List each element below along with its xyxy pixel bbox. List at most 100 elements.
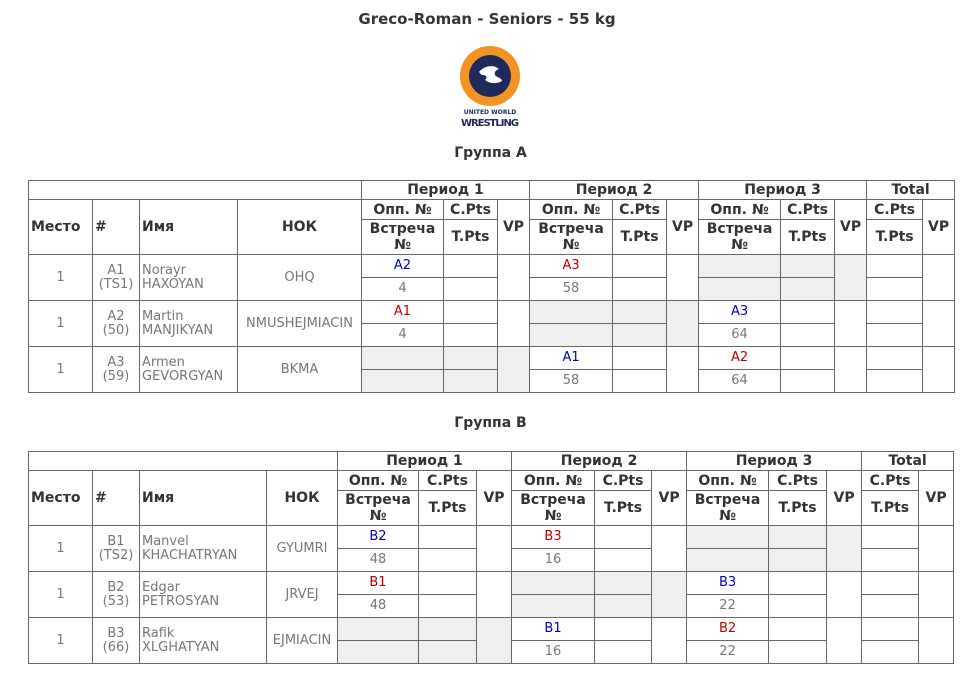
vp-cell — [475, 525, 513, 572]
empty-cell — [768, 548, 828, 572]
fighter-number: B2 — [107, 579, 125, 595]
cpts-cell — [612, 254, 668, 278]
header-total-vp: VP — [922, 199, 956, 255]
tpts-cell — [594, 640, 653, 664]
header-cpts: C.Pts — [768, 470, 828, 491]
empty-cell — [511, 594, 596, 618]
nok-cell: EJMIACIN — [266, 617, 338, 664]
header-row-3: Встреча № T.Pts Встреча № T.Pts Встреча № T.P… — [29, 219, 955, 255]
nok-cell: GYUMRI — [266, 525, 338, 572]
header-vp: VP — [834, 199, 868, 255]
first-name: Edgar — [142, 579, 181, 595]
tpts-cell — [768, 594, 828, 618]
tpts-cell — [612, 369, 668, 393]
header-total-cpts: C.Pts — [861, 470, 920, 491]
total-tpts-cell — [861, 594, 920, 618]
header-tpts: T.Pts — [780, 219, 836, 255]
opponent-number: A1 — [529, 346, 614, 370]
header-total: Total — [866, 180, 956, 200]
fighter-seed: (59) — [102, 368, 130, 384]
empty-cell — [529, 323, 614, 347]
cpts-cell — [418, 571, 477, 595]
first-name: Armen — [142, 354, 185, 370]
bout-number: 58 — [529, 369, 614, 393]
empty-cell — [337, 640, 419, 664]
first-name: Manvel — [142, 533, 189, 549]
table-row-sub: 4 64 — [29, 323, 955, 347]
tpts-cell — [780, 323, 836, 347]
vp-cell — [651, 525, 688, 572]
opponent-number: A3 — [698, 300, 782, 324]
header-opp: Опп. № — [511, 470, 596, 491]
last-name: MANJIKYAN — [142, 322, 214, 338]
header-period-1: Период 1 — [336, 451, 513, 471]
header-period-1: Период 1 — [360, 180, 531, 200]
vp-cell — [496, 300, 531, 347]
first-name: Rafik — [142, 625, 175, 641]
cpts-cell — [418, 525, 477, 549]
bout-number: 22 — [686, 640, 770, 664]
fighter-number: A1 — [107, 262, 125, 278]
number-cell: A1 (TS1) — [92, 254, 140, 301]
vp-cell — [666, 254, 700, 301]
header-bout: Встреча № — [686, 490, 770, 526]
nok-cell: BKMA — [237, 346, 362, 393]
total-vp-cell — [918, 571, 955, 618]
header-opp: Опп. № — [529, 199, 614, 220]
name-cell: Rafik XLGHATYAN — [139, 617, 267, 664]
tpts-cell — [768, 640, 828, 664]
total-tpts-cell — [866, 369, 924, 393]
uww-logo: UNITED WORLD WRESTLING — [460, 46, 520, 129]
total-vp-cell — [922, 300, 956, 347]
vp-cell — [826, 571, 863, 618]
total-vp-cell — [918, 525, 955, 572]
header-total-cpts: C.Pts — [866, 199, 924, 220]
number-cell: B2 (53) — [92, 571, 140, 618]
fighter-seed: (50) — [102, 322, 130, 338]
tpts-cell — [418, 594, 477, 618]
cpts-cell — [443, 300, 498, 324]
table-row-sub: 58 64 — [29, 369, 955, 393]
empty-cell — [443, 346, 498, 370]
opponent-number: B1 — [337, 571, 419, 595]
empty-vp-cell — [496, 346, 531, 393]
empty-cell — [594, 571, 653, 595]
name-cell: Armen GEVORGYAN — [139, 346, 238, 393]
header-bout: Встреча № — [361, 219, 444, 255]
nok-cell: OHQ — [237, 254, 362, 301]
first-name: Norayr — [142, 262, 187, 278]
place-cell: 1 — [28, 617, 93, 664]
header-nok: НОК — [266, 470, 338, 526]
opponent-number: A3 — [529, 254, 614, 278]
header-nok: НОК — [237, 199, 362, 255]
vp-cell — [651, 617, 688, 664]
total-cpts-cell — [866, 254, 924, 278]
header-opp: Опп. № — [361, 199, 444, 220]
header-name: Имя — [139, 470, 267, 526]
header-place: Место — [28, 470, 93, 526]
opponent-number: A1 — [361, 300, 444, 324]
fighter-number: A3 — [107, 354, 125, 370]
header-blank — [28, 180, 362, 200]
cpts-cell — [443, 254, 498, 278]
place-cell: 1 — [28, 525, 93, 572]
empty-vp-cell — [475, 617, 513, 664]
opponent-number: B2 — [337, 525, 419, 549]
header-name: Имя — [139, 199, 238, 255]
total-cpts-cell — [866, 346, 924, 370]
number-cell: A3 (59) — [92, 346, 140, 393]
table-row-sub: 16 22 — [29, 640, 954, 664]
cpts-cell — [612, 346, 668, 370]
bout-number: 22 — [686, 594, 770, 618]
group-b-title: Группа B — [454, 415, 527, 431]
nok-cell: JRVEJ — [266, 571, 338, 618]
total-tpts-cell — [866, 323, 924, 347]
empty-vp-cell — [834, 254, 868, 301]
total-cpts-cell — [861, 617, 920, 641]
table-row: 1 A2 (50) Martin MANJIKYAN NMUSHEJMIACIN A1 A3 — [28, 300, 956, 347]
total-tpts-cell — [861, 548, 920, 572]
cpts-cell — [780, 346, 836, 370]
bout-number: 4 — [361, 323, 444, 347]
tpts-cell — [594, 548, 653, 572]
header-total-vp: VP — [918, 470, 955, 526]
